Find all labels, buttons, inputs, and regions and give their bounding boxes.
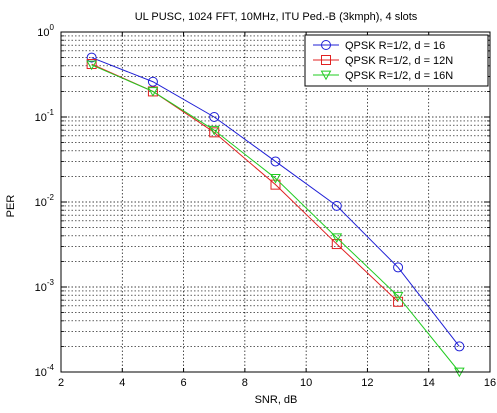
x-tick-label: 10 <box>300 377 312 389</box>
data-point-square <box>331 239 342 250</box>
x-tick-label: 4 <box>119 377 125 389</box>
data-point-circle <box>147 76 158 87</box>
y-tick-label: 100 <box>37 23 54 39</box>
x-tick-label: 6 <box>181 377 187 389</box>
data-point-triangle <box>320 70 332 81</box>
y-axis-label: PER <box>5 195 17 218</box>
x-tick-label: 16 <box>484 377 496 389</box>
legend-item: QPSK R=1/2, d = 16N <box>313 70 453 82</box>
data-point-circle <box>331 200 342 211</box>
data-point-square <box>270 179 281 190</box>
data-point-triangle <box>270 173 281 184</box>
x-tick-label: 14 <box>423 377 435 389</box>
data-point-square <box>209 127 220 138</box>
x-axis-label: SNR, dB <box>255 394 298 406</box>
series-line <box>91 57 460 347</box>
data-point-triangle <box>208 125 220 136</box>
data-point-triangle <box>147 87 159 97</box>
plot-frame <box>60 31 491 373</box>
y-tick-label: 10-3 <box>35 278 55 294</box>
y-tick-label: 10-1 <box>35 108 55 124</box>
data-point-circle <box>270 156 281 167</box>
chart-title: UL PUSC, 1024 FFT, 10MHz, ITU Ped.-B (3k… <box>135 11 418 23</box>
data-point-triangle <box>392 291 404 302</box>
y-tick-label: 10-4 <box>35 363 55 379</box>
data-point-square <box>321 55 331 65</box>
legend-item: QPSK R=1/2, d = 12N <box>313 55 453 67</box>
x-tick-label: 12 <box>361 377 373 389</box>
legend-label: QPSK R=1/2, d = 12N <box>345 55 453 67</box>
legend-item: QPSK R=1/2, d = 16 <box>313 40 445 52</box>
legend-label: QPSK R=1/2, d = 16N <box>345 70 453 82</box>
series-1 <box>86 52 465 352</box>
data-point-circle <box>454 341 465 352</box>
data-point-circle <box>209 112 220 122</box>
x-tick-label: 8 <box>242 377 248 389</box>
data-point-triangle <box>331 233 343 244</box>
legend-label: QPSK R=1/2, d = 16 <box>345 40 445 52</box>
series-line <box>91 64 460 373</box>
data-point-circle <box>321 40 331 50</box>
x-tick-label: 2 <box>58 377 64 389</box>
y-tick-label: 10-2 <box>35 193 55 209</box>
data-point-triangle <box>86 60 97 71</box>
data-point-circle <box>393 262 404 273</box>
legend: QPSK R=1/2, d = 16 QPSK R=1/2, d = 12N QPS… <box>304 34 489 87</box>
data-point-circle <box>86 52 97 63</box>
